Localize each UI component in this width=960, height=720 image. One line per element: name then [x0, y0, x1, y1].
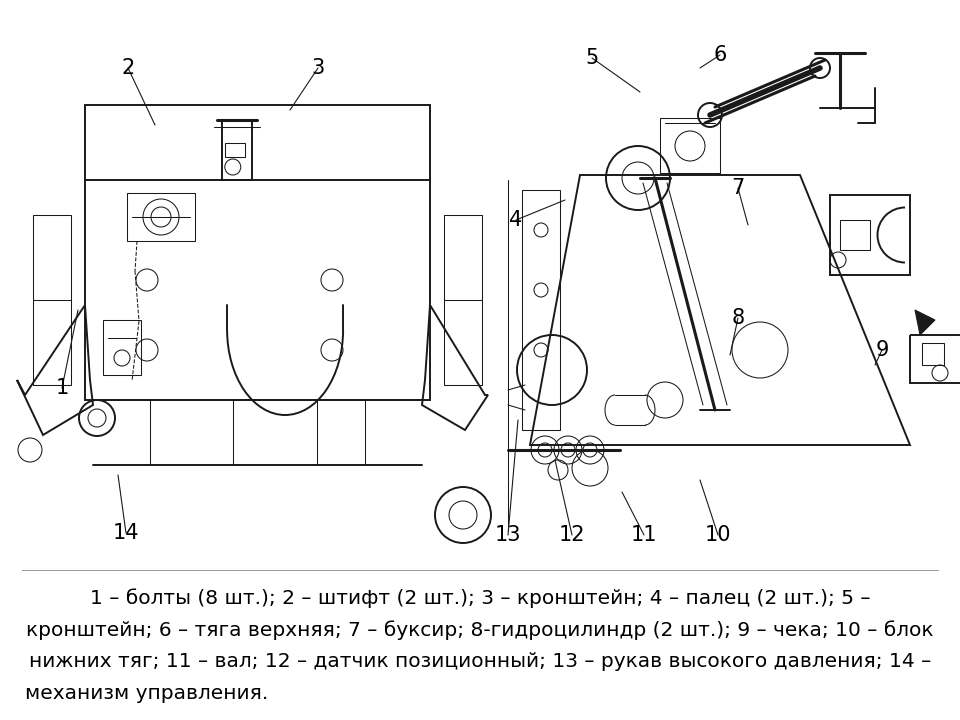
Text: 13: 13 [494, 525, 521, 545]
Text: нижних тяг; 11 – вал; 12 – датчик позиционный; 13 – рукав высокого давления; 14 : нижних тяг; 11 – вал; 12 – датчик позици… [29, 652, 931, 671]
Text: 5: 5 [586, 48, 599, 68]
Text: 10: 10 [705, 525, 732, 545]
Bar [127, 193, 195, 241]
Bar [922, 343, 944, 365]
Text: 11: 11 [631, 525, 658, 545]
Text: 1 – болты (8 шт.); 2 – штифт (2 шт.); 3 – кронштейн; 4 – палец (2 шт.); 5 –: 1 – болты (8 шт.); 2 – штифт (2 шт.); 3 … [89, 588, 871, 608]
Text: 8: 8 [732, 308, 745, 328]
Text: механизм управления.: механизм управления. [25, 684, 268, 703]
Text: 7: 7 [732, 178, 745, 198]
Polygon shape [915, 310, 935, 335]
Bar [660, 118, 720, 173]
Bar [840, 220, 870, 250]
Text: 12: 12 [559, 525, 586, 545]
Text: 3: 3 [311, 58, 324, 78]
Bar [33, 215, 71, 385]
Text: 9: 9 [876, 340, 889, 360]
Bar [103, 320, 141, 375]
Text: 2: 2 [121, 58, 134, 78]
Bar [522, 190, 560, 430]
Text: 14: 14 [112, 523, 139, 543]
Text: 4: 4 [510, 210, 522, 230]
Bar [444, 215, 482, 385]
Text: 1: 1 [56, 378, 68, 398]
Text: 6: 6 [713, 45, 727, 65]
Text: кронштейн; 6 – тяга верхняя; 7 – буксир; 8-гидроцилиндр (2 шт.); 9 – чека; 10 – : кронштейн; 6 – тяга верхняя; 7 – буксир;… [26, 620, 934, 639]
